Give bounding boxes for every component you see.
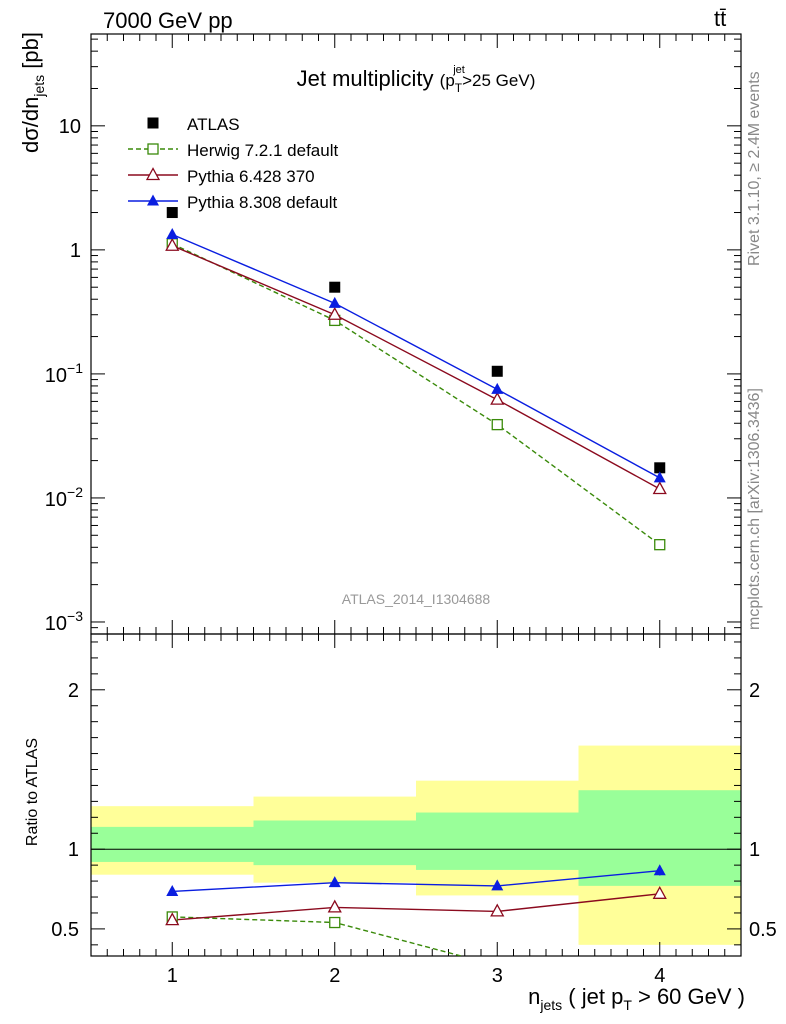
main-series-3-point <box>327 306 342 320</box>
main-y-tick-label: 10−3 <box>45 608 83 635</box>
ratio-series-3-point <box>328 876 341 888</box>
legend-marker-2 <box>147 143 159 155</box>
ratio-y-tick-label: 1 <box>68 839 79 861</box>
ratio-series-3-line <box>172 870 660 893</box>
ratio-x-tick-label: 1 <box>167 965 178 987</box>
ratio-y-tick-label: 0.5 <box>51 919 79 941</box>
main-series-2-line <box>172 243 661 546</box>
ratio-y-tick-label-right: 2 <box>749 680 760 702</box>
ratio-series-2-point <box>490 903 505 917</box>
legend-label-3: Pythia 6.428 370 <box>187 167 315 186</box>
chart-title: Jet multiplicity (pT>25 GeV) <box>297 66 536 95</box>
main-y-tick-label: 10 <box>59 116 81 138</box>
ratio-series-3-point <box>491 879 504 891</box>
main-series-4-point <box>166 228 179 240</box>
main-series-3-point <box>165 237 180 251</box>
main-series-4-point <box>328 296 341 308</box>
ratio-x-tick-label: 3 <box>492 965 503 987</box>
ratio-y-axis-label: Ratio to ATLAS <box>24 738 41 846</box>
main-series-4-line <box>172 233 661 479</box>
ratio-series-2-point <box>652 885 667 899</box>
main-series-4-point <box>653 471 666 483</box>
main-series-2-point <box>491 418 503 431</box>
ratio-y-tick-label-right: 0.5 <box>749 919 777 941</box>
legend-marker-4 <box>147 194 159 206</box>
ratio-band-inner-1 <box>91 826 254 862</box>
mcplots-label: mcplots.cern.ch [arXiv:1306.3436] <box>746 388 763 630</box>
ratio-band-inner-3 <box>416 812 579 870</box>
ratio-x-tick-label: 2 <box>329 965 340 987</box>
legend-label-2: Herwig 7.2.1 default <box>187 141 338 160</box>
main-series-3-point <box>490 391 505 405</box>
ratio-series-2-point <box>165 912 180 926</box>
main-y-axis-label: dσ/dnjets [pb] <box>18 32 47 153</box>
main-series-1-point <box>329 281 341 293</box>
main-y-tick-label: 10−2 <box>45 484 83 511</box>
legend-marker-1 <box>147 117 159 129</box>
legend-label-4: Pythia 8.308 default <box>187 193 338 212</box>
main-series-1-point <box>654 462 666 474</box>
ratio-y-tick-label-right: 1 <box>749 839 760 861</box>
main-series-4-point <box>491 382 504 394</box>
main-series-1-point <box>491 365 503 377</box>
main-y-tick-label: 1 <box>70 240 81 262</box>
ratio-series-1-line <box>172 916 464 956</box>
legend-label-1: ATLAS <box>187 115 240 134</box>
ratio-x-tick-label: 4 <box>654 965 665 987</box>
main-series-1-point <box>166 207 178 219</box>
process-label: tt̄ <box>714 6 727 31</box>
main-y-tick-label: 10−1 <box>45 360 83 387</box>
ratio-series-group <box>172 870 660 956</box>
ratio-series-3-point <box>166 884 179 896</box>
rivet-version-label: Rivet 3.1.10, ≥ 2.4M events <box>746 71 763 266</box>
main-series-3-point <box>652 481 667 495</box>
analysis-watermark: ATLAS_2014_I1304688 <box>342 591 491 607</box>
ratio-y-tick-label: 2 <box>68 680 79 702</box>
main-series-3-line <box>172 245 661 490</box>
energy-label: 7000 GeV pp <box>103 8 233 33</box>
main-series-2-point <box>654 539 666 551</box>
legend-marker-3 <box>145 167 161 181</box>
x-axis-label: njets ( jet pT > 60 GeV ) <box>528 984 745 1013</box>
ratio-series-2-line <box>172 893 660 921</box>
chart-title-superscript: jet <box>452 64 465 76</box>
ratio-series-1-point <box>329 916 341 929</box>
ratio-band-inner-2 <box>253 820 416 866</box>
ratio-series-2-point <box>327 899 342 913</box>
